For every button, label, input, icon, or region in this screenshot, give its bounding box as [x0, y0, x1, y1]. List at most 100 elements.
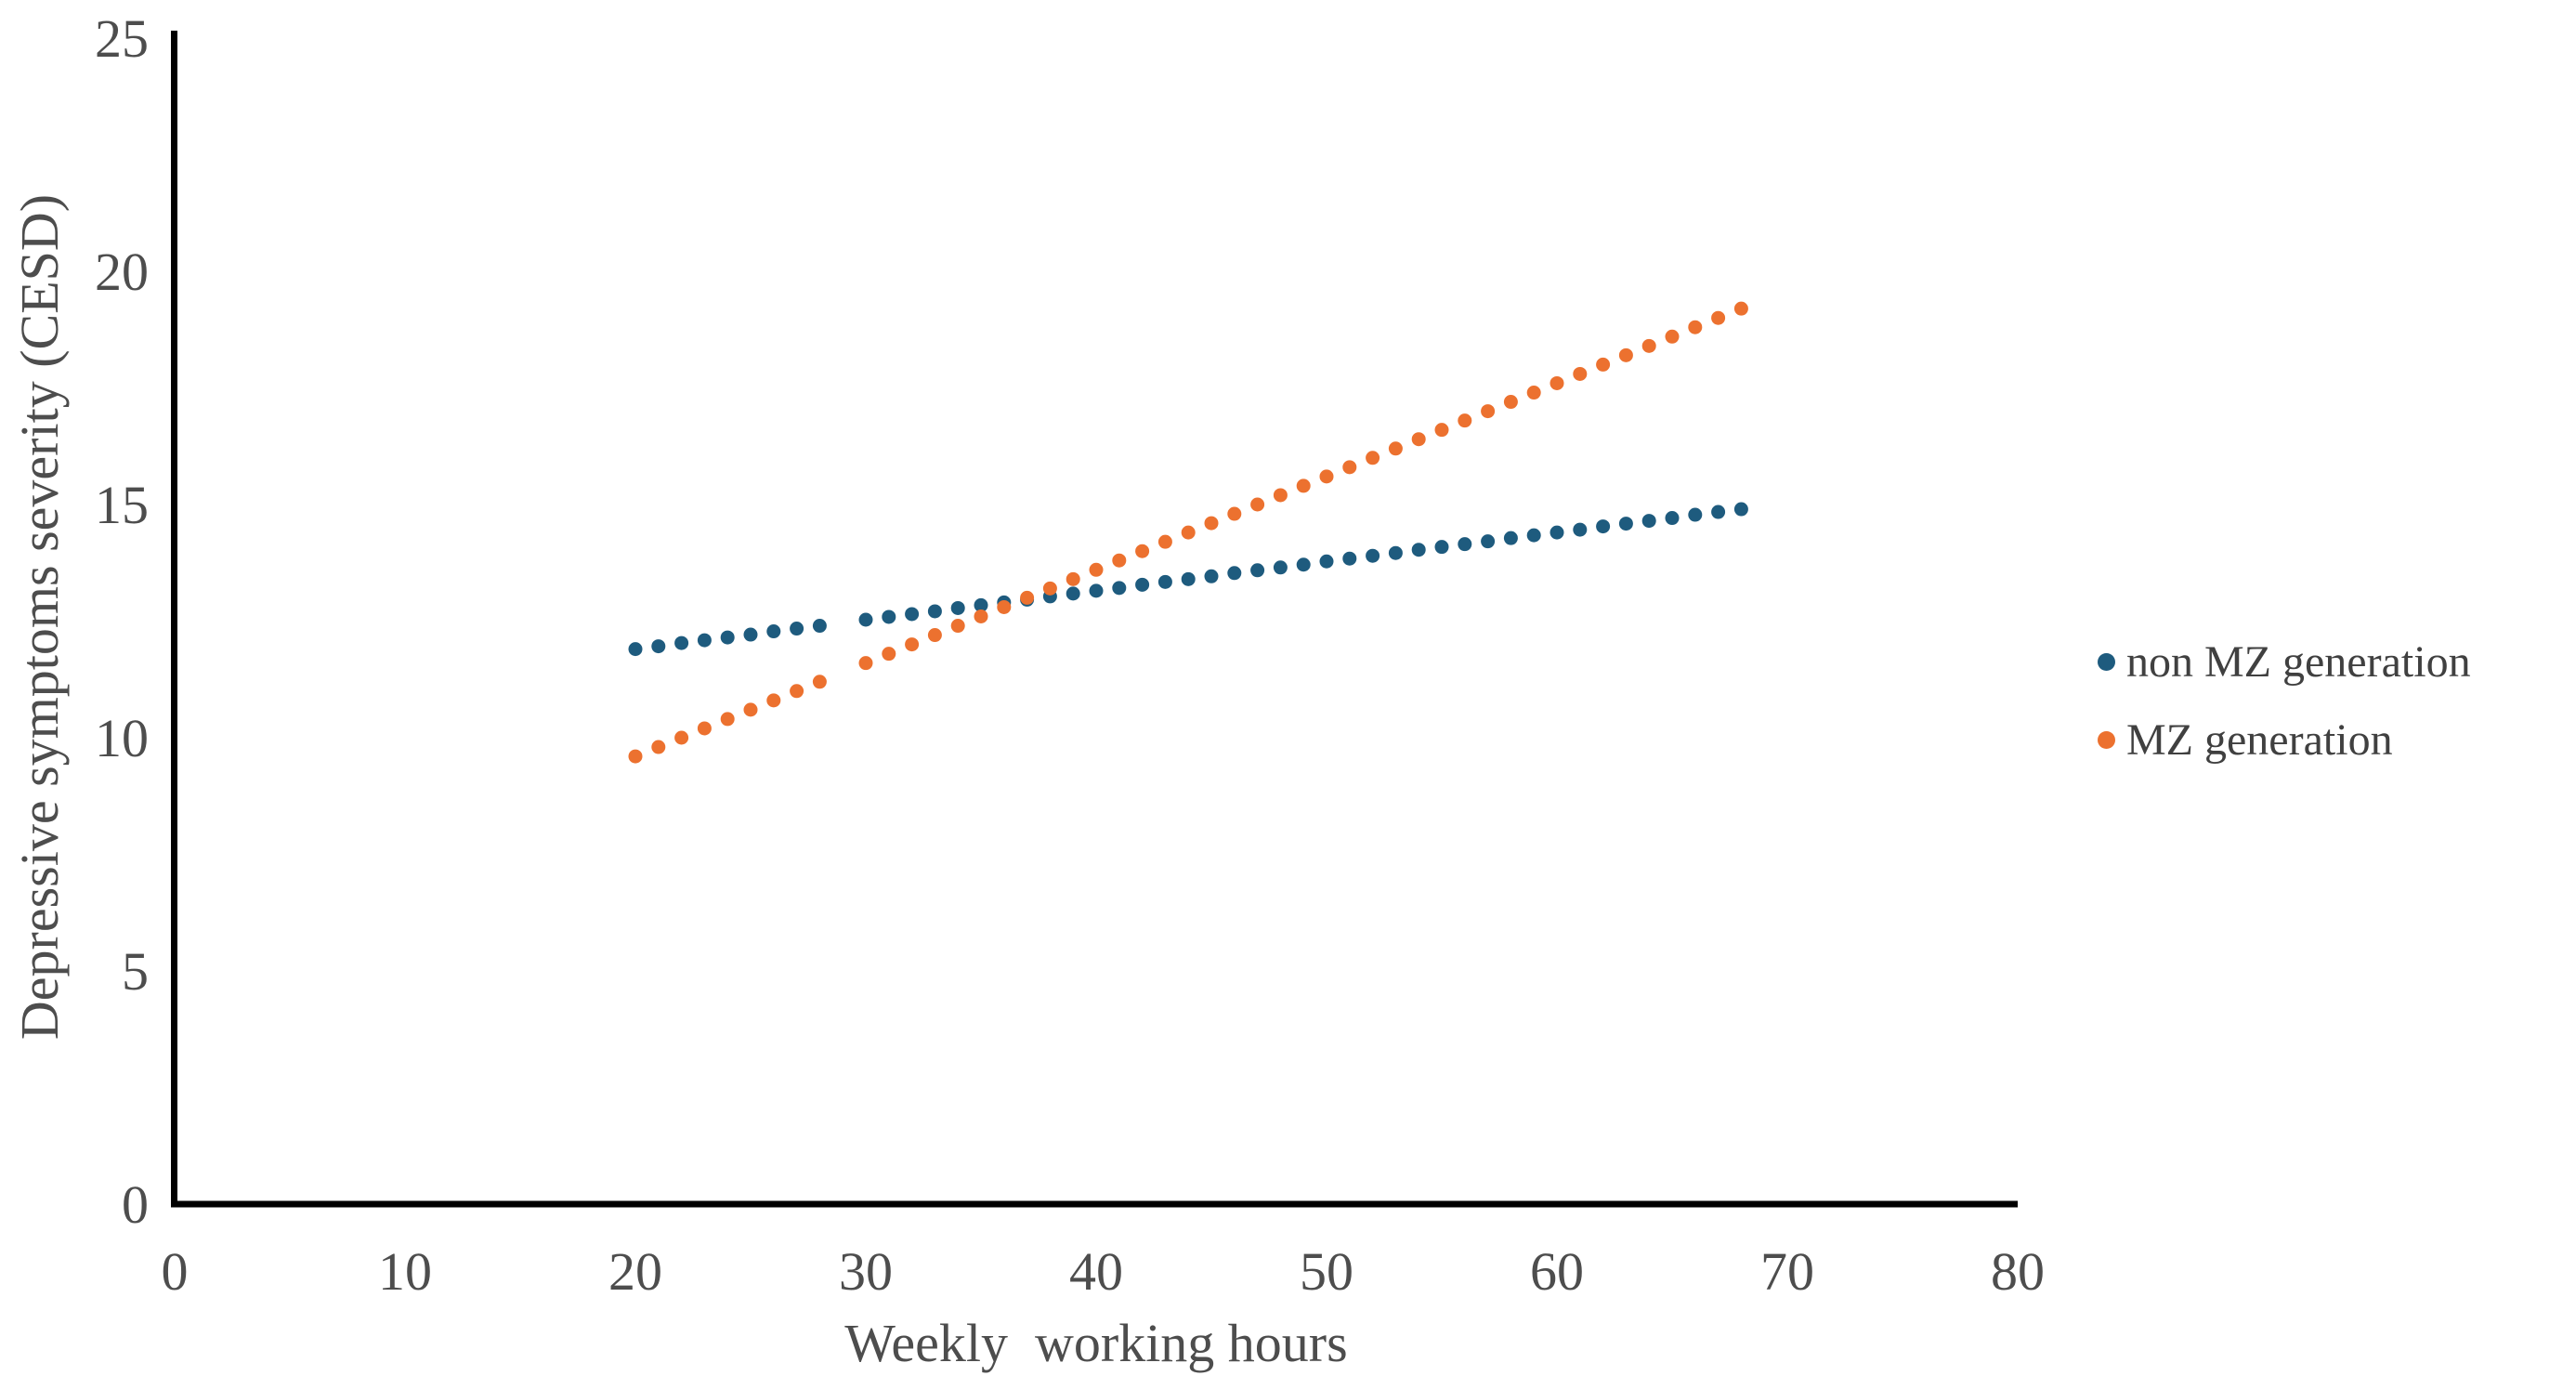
- data-point-non-mz-generation: [1089, 583, 1104, 598]
- x-tick-label: 60: [1530, 1241, 1584, 1302]
- data-point-mz-generation: [674, 730, 689, 745]
- data-point-mz-generation: [651, 740, 666, 754]
- data-point-mz-generation: [720, 712, 735, 727]
- data-point-mz-generation: [974, 609, 988, 623]
- data-point-non-mz-generation: [697, 633, 712, 648]
- data-point-mz-generation: [1020, 590, 1035, 605]
- data-point-non-mz-generation: [1319, 554, 1334, 569]
- data-point-non-mz-generation: [1366, 548, 1380, 563]
- x-tick-label: 50: [1300, 1241, 1353, 1302]
- data-point-non-mz-generation: [1181, 571, 1196, 586]
- data-point-mz-generation: [1688, 320, 1703, 334]
- data-point-mz-generation: [1204, 516, 1219, 531]
- data-point-mz-generation: [1411, 432, 1426, 447]
- data-point-non-mz-generation: [1503, 531, 1518, 545]
- data-point-mz-generation: [1319, 469, 1334, 484]
- data-point-mz-generation: [997, 599, 1012, 614]
- x-axis-title: Weekly working hours: [844, 1313, 1348, 1373]
- data-point-mz-generation: [1618, 347, 1633, 362]
- data-point-mz-generation: [1481, 404, 1496, 419]
- data-point-mz-generation: [1181, 525, 1196, 540]
- data-point-non-mz-generation: [628, 642, 643, 657]
- data-point-non-mz-generation: [1733, 502, 1748, 517]
- data-point-mz-generation: [1434, 423, 1449, 438]
- data-point-mz-generation: [1042, 581, 1057, 596]
- data-point-non-mz-generation: [1066, 586, 1080, 601]
- data-point-non-mz-generation: [1550, 525, 1564, 540]
- data-point-non-mz-generation: [882, 609, 896, 624]
- data-point-mz-generation: [1089, 562, 1104, 577]
- legend-item-non-mz-generation: non MZ generation: [2098, 635, 2471, 688]
- data-point-mz-generation: [1250, 497, 1265, 512]
- data-point-non-mz-generation: [651, 639, 666, 654]
- data-point-mz-generation: [1342, 460, 1357, 475]
- data-point-non-mz-generation: [1618, 517, 1633, 531]
- data-point-non-mz-generation: [790, 622, 804, 636]
- x-tick-label: 20: [608, 1241, 662, 1302]
- data-point-non-mz-generation: [812, 619, 827, 634]
- legend-marker-non-mz-icon: [2098, 652, 2115, 671]
- y-tick-label: 25: [95, 8, 149, 69]
- data-point-non-mz-generation: [1250, 563, 1265, 578]
- data-point-non-mz-generation: [766, 624, 781, 639]
- data-point-non-mz-generation: [720, 630, 735, 645]
- data-point-non-mz-generation: [1204, 569, 1219, 583]
- data-point-mz-generation: [882, 647, 896, 662]
- legend-label-non-mz: non MZ generation: [2126, 636, 2471, 687]
- data-point-mz-generation: [1641, 338, 1656, 353]
- data-point-mz-generation: [1526, 386, 1541, 400]
- data-point-mz-generation: [1388, 441, 1403, 456]
- x-tick-label: 80: [1991, 1241, 2045, 1302]
- data-point-mz-generation: [1733, 301, 1748, 316]
- data-point-mz-generation: [1366, 451, 1380, 465]
- data-point-mz-generation: [1227, 506, 1242, 521]
- legend-marker-mz-icon: [2098, 730, 2115, 749]
- data-point-non-mz-generation: [1641, 514, 1656, 529]
- x-tick-label: 10: [378, 1241, 432, 1302]
- data-point-mz-generation: [1157, 534, 1172, 549]
- data-point-mz-generation: [1458, 413, 1472, 428]
- data-point-non-mz-generation: [974, 597, 988, 612]
- data-point-mz-generation: [1296, 478, 1311, 493]
- data-point-non-mz-generation: [950, 600, 965, 615]
- data-point-non-mz-generation: [1458, 537, 1472, 552]
- data-point-mz-generation: [743, 702, 758, 717]
- data-point-non-mz-generation: [905, 607, 920, 622]
- x-tick-label: 30: [839, 1241, 893, 1302]
- data-point-mz-generation: [905, 637, 920, 652]
- data-point-non-mz-generation: [1388, 545, 1403, 560]
- data-point-non-mz-generation: [1481, 534, 1496, 549]
- x-tick-label: 70: [1760, 1241, 1814, 1302]
- y-tick-label: 20: [95, 242, 149, 302]
- data-point-mz-generation: [1135, 544, 1150, 558]
- data-point-non-mz-generation: [1711, 504, 1726, 519]
- data-point-non-mz-generation: [1112, 581, 1127, 596]
- data-point-non-mz-generation: [1227, 566, 1242, 581]
- data-point-mz-generation: [927, 628, 942, 643]
- data-point-non-mz-generation: [1596, 519, 1611, 534]
- legend: non MZ generation MZ generation: [2098, 635, 2471, 791]
- data-point-non-mz-generation: [927, 604, 942, 619]
- data-point-mz-generation: [1573, 366, 1588, 381]
- data-point-non-mz-generation: [1296, 557, 1311, 572]
- data-point-non-mz-generation: [1342, 551, 1357, 566]
- x-tick-label: 0: [162, 1241, 189, 1302]
- data-point-mz-generation: [697, 721, 712, 736]
- data-point-non-mz-generation: [1688, 507, 1703, 522]
- data-point-mz-generation: [1550, 375, 1564, 390]
- data-point-non-mz-generation: [674, 636, 689, 650]
- data-point-mz-generation: [766, 693, 781, 708]
- legend-label-mz: MZ generation: [2126, 714, 2393, 765]
- data-point-mz-generation: [1503, 395, 1518, 410]
- data-point-non-mz-generation: [1135, 577, 1150, 592]
- legend-item-mz-generation: MZ generation: [2098, 713, 2471, 767]
- data-point-mz-generation: [1112, 553, 1127, 568]
- y-tick-label: 0: [122, 1174, 149, 1235]
- data-point-mz-generation: [790, 684, 804, 699]
- data-point-mz-generation: [1665, 329, 1680, 344]
- y-tick-label: 15: [95, 475, 149, 535]
- data-point-mz-generation: [1273, 488, 1288, 503]
- data-point-non-mz-generation: [1411, 543, 1426, 557]
